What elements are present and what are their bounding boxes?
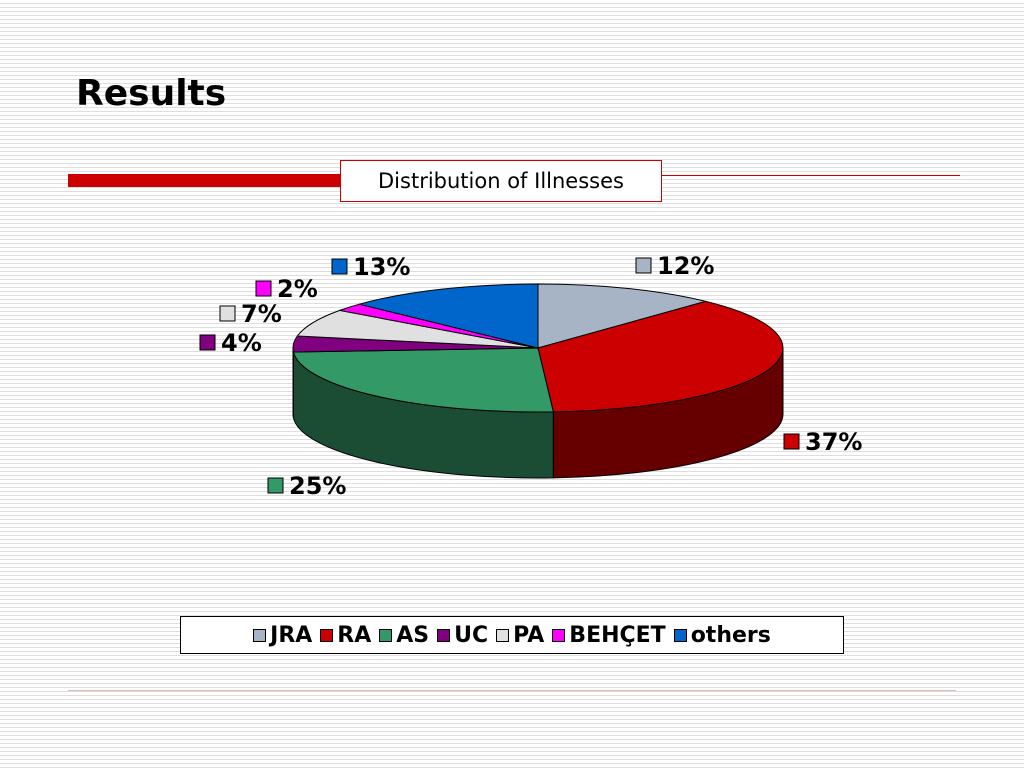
legend-item-as: AS	[379, 623, 429, 648]
data-label-value: 37%	[805, 428, 862, 456]
legend-label: AS	[396, 622, 430, 648]
pie-slice-jra	[537, 283, 707, 349]
legend-swatch	[437, 628, 451, 642]
data-label-swatch	[255, 280, 272, 297]
legend-item-pa: PA	[496, 623, 544, 648]
slide-title: Results	[76, 73, 227, 114]
data-label-behcet: 2%	[255, 275, 318, 303]
data-label-swatch	[267, 477, 284, 494]
legend-label: RA	[337, 622, 372, 648]
legend-swatch	[552, 628, 566, 642]
legend-label: PA	[513, 622, 545, 648]
legend-label: UC	[454, 622, 489, 648]
pie-slice-pa	[296, 309, 539, 349]
data-label-value: 13%	[353, 253, 410, 281]
data-label-uc: 4%	[199, 329, 262, 357]
legend-label: BEHÇET	[569, 622, 666, 648]
footer-divider	[68, 690, 956, 691]
data-label-value: 7%	[241, 300, 282, 328]
legend-swatch	[320, 628, 334, 642]
pie-slice-as	[292, 347, 554, 413]
legend-swatch	[673, 628, 687, 642]
data-label-jra: 12%	[635, 252, 714, 280]
legend-item-ra: RA	[320, 623, 371, 648]
legend-swatch	[379, 628, 393, 642]
data-label-value: 2%	[277, 275, 318, 303]
legend-label: JRA	[270, 622, 313, 648]
legend-item-behcet: BEHÇET	[552, 622, 666, 648]
data-label-swatch	[331, 258, 348, 275]
data-label-as: 25%	[267, 472, 346, 500]
data-label-swatch	[199, 334, 216, 351]
title-accent-bar	[68, 174, 348, 187]
legend-swatch	[496, 628, 510, 642]
legend-swatch	[253, 628, 267, 642]
legend-item-others: others	[673, 622, 771, 648]
title-accent-line	[662, 175, 960, 176]
pie-slice-others	[358, 283, 539, 349]
legend-item-uc: UC	[437, 623, 488, 648]
data-label-value: 4%	[221, 329, 262, 357]
pie-slice-ra	[537, 300, 784, 413]
legend-label: others	[690, 622, 771, 648]
data-label-value: 25%	[289, 472, 346, 500]
legend-item-jra: JRA	[253, 623, 312, 648]
data-label-value: 12%	[657, 252, 714, 280]
data-label-swatch	[783, 433, 800, 450]
data-label-swatch	[219, 305, 236, 322]
chart-title: Distribution of Illnesses	[340, 160, 662, 202]
data-label-swatch	[635, 257, 652, 274]
chart-legend: JRA RA AS UC PA BEHÇET others	[180, 616, 844, 654]
data-label-others: 13%	[331, 253, 410, 281]
data-label-pa: 7%	[219, 300, 282, 328]
data-label-ra: 37%	[783, 428, 862, 456]
